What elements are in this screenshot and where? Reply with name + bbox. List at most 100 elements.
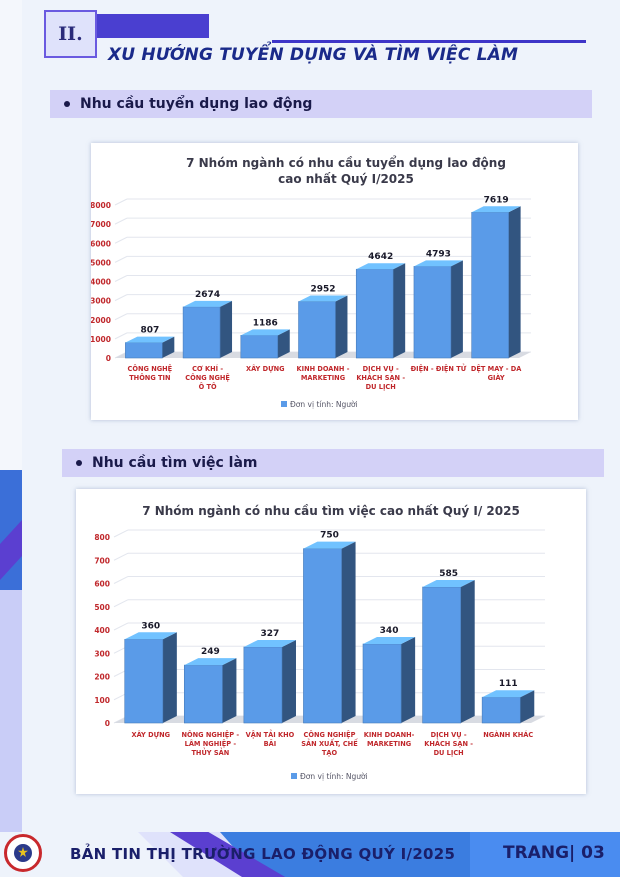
jobseeking-chart-svg: 7 Nhóm ngành có nhu cầu tìm việc cao nhấ… <box>94 504 545 781</box>
y-tick-label: 7000 <box>91 220 111 229</box>
bar-top <box>124 632 177 640</box>
bar-side <box>450 260 463 358</box>
y-tick-label: 5000 <box>91 258 111 267</box>
y-tick-label: 6000 <box>91 239 111 248</box>
bar <box>481 696 521 724</box>
x-category-label: KHÁCH SẠN - <box>424 739 473 748</box>
x-category-label: KHÁCH SẠN - <box>356 373 405 382</box>
x-category-label: DU LỊCH <box>366 383 396 391</box>
gridline-diagonal <box>114 294 128 302</box>
bar-top <box>471 206 521 213</box>
data-label: 2674 <box>195 290 220 300</box>
bar <box>413 266 452 359</box>
jobseeking-chart: 7 Nhóm ngành có nhu cầu tìm việc cao nhấ… <box>76 489 586 794</box>
bar-top <box>482 690 535 698</box>
x-category-label: THÔNG TIN <box>129 373 170 382</box>
x-category-label: SẢN XUẤT, CHẾ <box>301 738 358 748</box>
bar-top <box>356 263 406 270</box>
bar-side <box>162 336 175 358</box>
bar-side <box>520 690 535 723</box>
x-category-label: LÂM NGHIỆP - <box>185 739 237 748</box>
y-tick-label: 800 <box>94 533 110 542</box>
data-label: 807 <box>140 326 159 336</box>
bar-side <box>281 639 296 723</box>
y-tick-label: 200 <box>94 673 110 682</box>
y-tick-label: 2000 <box>91 316 111 325</box>
gridline-diagonal <box>114 275 128 282</box>
bar-side <box>341 541 356 723</box>
bar-side <box>401 636 416 723</box>
gridline-diagonal <box>113 576 129 584</box>
bullet-dot <box>64 101 70 107</box>
gridline-diagonal <box>113 529 129 538</box>
legend-swatch <box>281 401 287 407</box>
legend-label: Đơn vị tính: Người <box>300 772 368 781</box>
bar <box>471 211 509 359</box>
bar <box>125 342 163 359</box>
x-category-label: DU LỊCH <box>434 749 464 757</box>
bar-top <box>413 260 463 267</box>
subsection-jobseeking-label: Nhu cầu tìm việc làm <box>92 455 258 471</box>
subsection-recruitment-label: Nhu cầu tuyển dụng lao động <box>80 96 313 112</box>
legend-label: Đơn vị tính: Người <box>290 400 358 409</box>
bar <box>303 548 342 724</box>
x-category-label: NGÀNH KHÁC <box>483 730 533 739</box>
bar <box>182 306 221 359</box>
x-category-label: KINH DOANH - <box>297 365 350 373</box>
x-category-label: CÔNG NGHỆ <box>185 373 230 382</box>
legend-swatch <box>291 773 297 779</box>
gridline-diagonal <box>113 622 129 631</box>
x-category-label: NÔNG NGHIỆP - <box>182 730 240 739</box>
x-category-label: BÃI <box>264 739 277 748</box>
gridline-diagonal <box>114 313 128 321</box>
bar-side <box>460 579 475 723</box>
footer-page-number: TRANG| 03 <box>503 843 605 863</box>
y-tick-label: 500 <box>94 603 110 612</box>
y-tick-label: 300 <box>94 649 110 658</box>
gridline-diagonal <box>113 552 129 561</box>
data-label: 340 <box>380 626 399 636</box>
bar-top <box>363 636 416 644</box>
x-category-label: MARKETING <box>301 374 345 382</box>
bar-side <box>162 632 177 723</box>
x-category-label: MARKETING <box>367 740 411 748</box>
gridline-diagonal <box>114 217 128 225</box>
bar <box>243 646 283 724</box>
x-category-label: ĐIỆN - ĐIỆN TỬ <box>411 363 467 373</box>
y-tick-label: 0 <box>106 354 111 363</box>
data-label: 7619 <box>484 195 509 205</box>
y-tick-label: 8000 <box>91 201 111 210</box>
section-number: II. <box>44 10 97 58</box>
x-category-label: XÂY DỰNG <box>246 364 285 373</box>
data-label: 249 <box>201 647 220 657</box>
y-tick-label: 1000 <box>91 335 111 344</box>
bar <box>183 664 223 724</box>
chart-title: cao nhất Quý I/2025 <box>278 172 414 186</box>
recruitment-chart-svg: 7 Nhóm ngành có nhu cầu tuyển dụng lao đ… <box>90 155 531 409</box>
data-label: 360 <box>141 621 160 631</box>
y-tick-label: 700 <box>94 556 110 565</box>
gridline-diagonal <box>114 332 128 340</box>
data-label: 4642 <box>368 252 393 262</box>
bar-side <box>277 329 290 358</box>
section-header-bar <box>97 14 209 38</box>
data-label: 750 <box>320 531 339 541</box>
bar <box>240 335 279 359</box>
y-tick-label: 400 <box>94 626 110 635</box>
y-tick-label: 3000 <box>91 297 111 306</box>
gridline-diagonal <box>114 198 128 206</box>
x-category-label: Ô TÔ <box>199 382 217 391</box>
x-category-label: DỊCH VỤ - <box>363 365 399 373</box>
bar <box>422 586 462 724</box>
bar-side <box>393 263 406 358</box>
x-category-label: TẠO <box>322 749 338 757</box>
chart-title: 7 Nhóm ngành có nhu cầu tìm việc cao nhấ… <box>142 504 520 518</box>
organization-logo <box>4 834 42 872</box>
bar <box>298 301 336 359</box>
x-category-label: GIÀY <box>488 373 505 382</box>
y-tick-label: 100 <box>94 696 110 705</box>
x-category-label: DỊCH VỤ - <box>431 731 467 739</box>
bar <box>124 639 164 724</box>
gridline-diagonal <box>114 255 128 263</box>
footer-decoration <box>470 832 620 877</box>
